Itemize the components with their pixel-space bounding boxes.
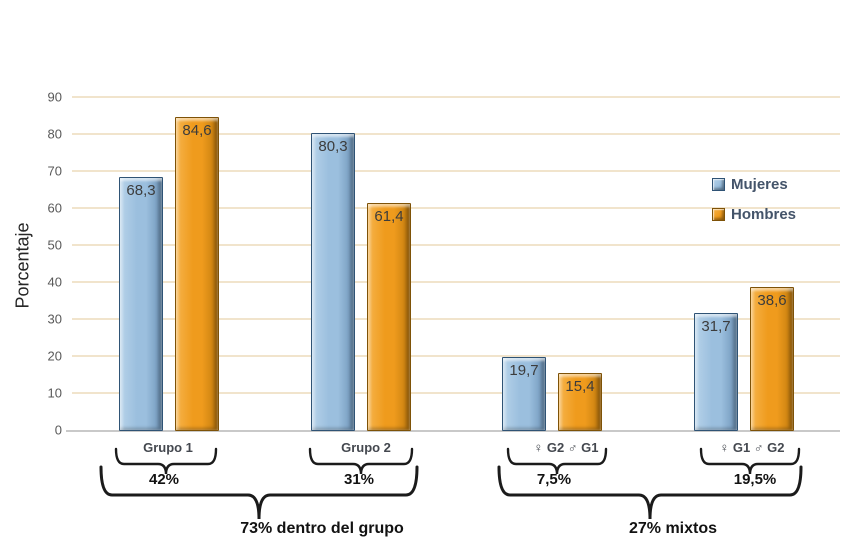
group-brace [114,447,218,475]
legend-item-hombres: Hombres [712,203,796,225]
y-tick-label: 90 [47,89,62,105]
category-label: Grupo 1 [143,440,193,455]
group-brace [699,447,801,475]
super-group-label: 27% mixtos [628,520,718,537]
y-tick-label: 80 [47,126,62,142]
y-tick-label: 60 [47,200,62,216]
gridline [72,281,840,283]
legend: Mujeres Hombres [712,173,796,225]
group-percent-label: 31% [343,471,375,488]
bar-hombres [175,117,219,431]
y-tick-label: 20 [47,348,62,364]
y-tick-label: 10 [47,385,62,401]
bar-value-label: 84,6 [182,122,212,139]
bar-mujeres [502,357,546,431]
bar-value-label: 31,7 [701,318,731,335]
gridline [72,244,840,246]
legend-label-hombres: Hombres [731,205,797,223]
bar-hombres [750,287,794,431]
gridline [72,392,840,394]
legend-item-mujeres: Mujeres [712,173,796,195]
bar-mujeres [119,177,163,431]
bar-value-label: 19,7 [509,362,539,379]
gridline [72,96,840,98]
bar-mujeres [694,313,738,431]
y-tick-label: 30 [47,311,62,327]
gridline [72,355,840,357]
y-tick-label: 40 [47,274,62,290]
gridline [72,318,840,320]
bar-value-label: 80,3 [318,138,348,155]
bar-value-label: 15,4 [565,378,595,395]
gridline [72,133,840,135]
category-label: ♀ G1 ♂ G2 [719,440,785,455]
super-group-label: 73% dentro del grupo [240,520,404,537]
bar-value-label: 38,6 [757,292,787,309]
group-percent-label: 19,5% [733,471,777,488]
bar-value-label: 61,4 [374,208,404,225]
x-axis-line [66,430,840,432]
category-label: ♀ G2 ♂ G1 [533,440,599,455]
super-brace [497,465,803,520]
gridline [72,207,840,209]
y-axis-title: Porcentaje [12,222,33,309]
bar-value-label: 68,3 [126,182,156,199]
gridline [72,170,840,172]
group-percent-label: 7,5% [536,471,572,488]
bar-mujeres [311,133,355,431]
bar-hombres [558,373,602,431]
y-tick-label: 0 [54,422,62,438]
group-brace [308,447,414,475]
category-label: Grupo 2 [341,440,391,455]
legend-label-mujeres: Mujeres [731,175,788,193]
group-brace [506,447,608,475]
group-percent-label: 42% [148,471,180,488]
hombres-color-swatch-icon [712,207,725,221]
y-tick-label: 70 [47,163,62,179]
mujeres-color-swatch-icon [712,177,725,191]
y-tick-label: 50 [47,237,62,253]
bar-hombres [367,203,411,431]
super-brace [99,465,419,520]
